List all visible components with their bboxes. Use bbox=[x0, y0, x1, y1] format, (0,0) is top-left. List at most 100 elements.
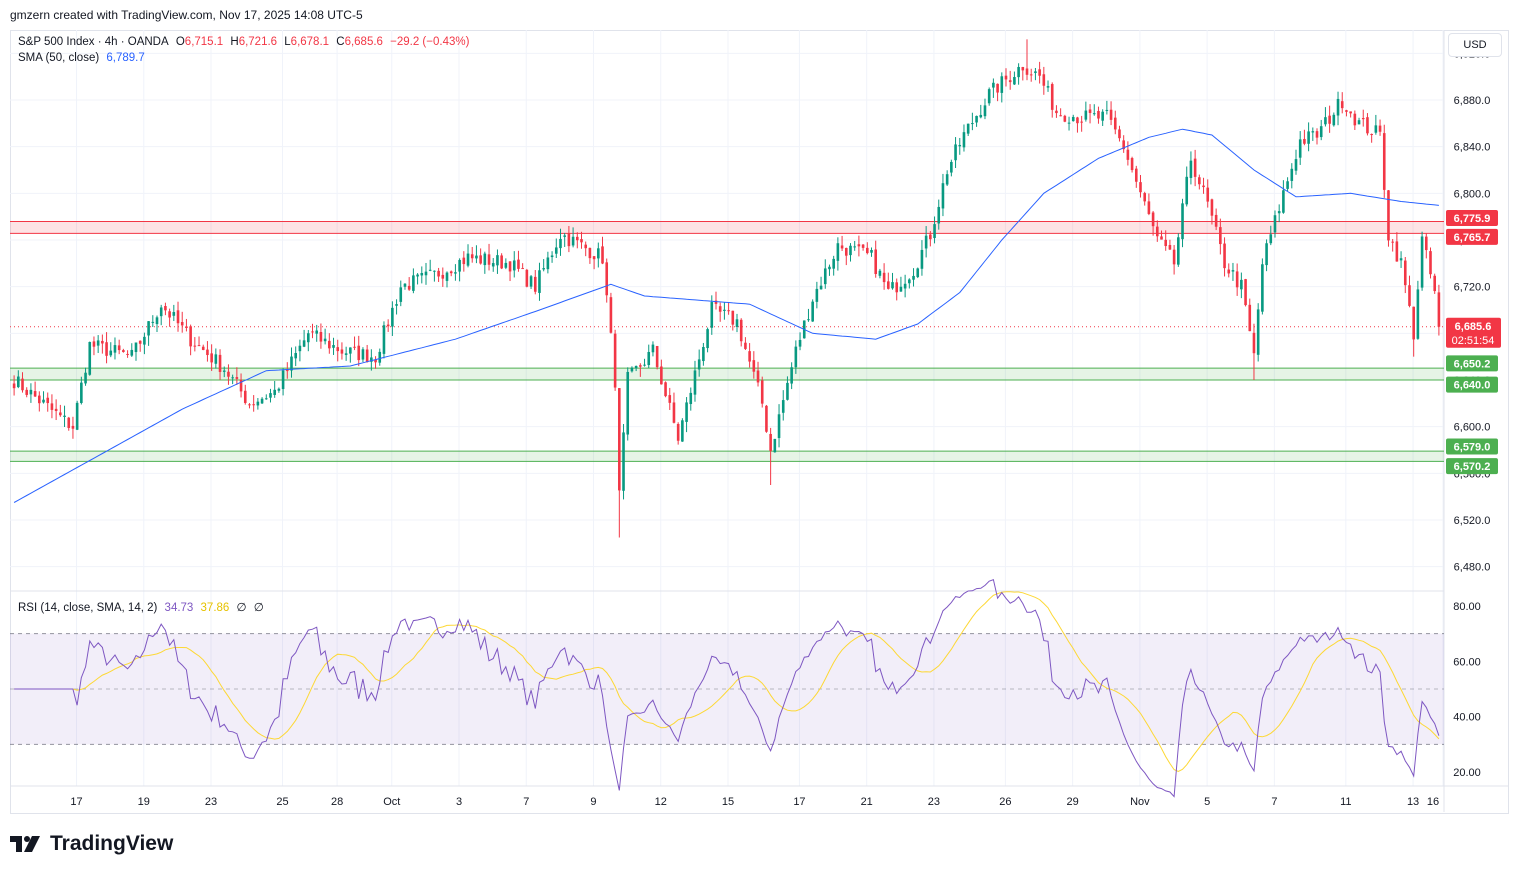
brand-name: TradingView bbox=[50, 832, 174, 855]
candle-body bbox=[958, 145, 962, 147]
candle-body bbox=[1214, 214, 1218, 227]
candle-body bbox=[239, 379, 243, 392]
candle-body bbox=[933, 224, 936, 239]
candle-body bbox=[538, 270, 541, 293]
time-tick-label: 25 bbox=[276, 796, 288, 808]
rsi-extra-2: ∅ bbox=[253, 602, 264, 614]
candle-body bbox=[454, 272, 457, 274]
candle-body bbox=[164, 306, 167, 311]
candle-body bbox=[580, 239, 583, 243]
candle-body bbox=[702, 347, 705, 362]
rsi-tick-label: 80.00 bbox=[1453, 601, 1481, 613]
candle-body bbox=[227, 371, 230, 377]
candle-body bbox=[294, 353, 298, 359]
candle-body bbox=[285, 370, 289, 372]
candle-body bbox=[180, 322, 184, 326]
candle-body bbox=[1118, 129, 1121, 139]
candle-body bbox=[1345, 110, 1348, 112]
candle-body bbox=[899, 286, 903, 292]
candle-body bbox=[475, 255, 478, 259]
candle-body bbox=[643, 364, 646, 366]
candle-body bbox=[1055, 110, 1058, 114]
candle-body bbox=[1290, 168, 1294, 181]
candle-body bbox=[1286, 181, 1289, 189]
candle-body bbox=[1202, 185, 1205, 188]
legend-close: 6,685.6 bbox=[344, 36, 383, 48]
candle-body bbox=[353, 346, 356, 348]
candle-body bbox=[554, 247, 558, 254]
time-tick-label: 11 bbox=[1340, 796, 1351, 808]
candle-body bbox=[1433, 275, 1436, 292]
candle-body bbox=[626, 371, 630, 435]
candle-body bbox=[1248, 304, 1252, 332]
candle-body bbox=[865, 247, 869, 254]
candle-body bbox=[979, 114, 983, 118]
candle-body bbox=[588, 247, 592, 259]
legend-open-label: O bbox=[175, 36, 185, 48]
candle-body bbox=[29, 389, 33, 395]
candle-body bbox=[945, 174, 949, 185]
price-tick-label: 6,480.0 bbox=[1454, 562, 1491, 574]
candle-body bbox=[491, 263, 495, 267]
candle-body bbox=[1282, 190, 1285, 213]
candle-body bbox=[96, 340, 100, 346]
candle-body bbox=[756, 370, 760, 383]
candle-body bbox=[328, 340, 331, 349]
candle-body bbox=[1139, 182, 1142, 193]
time-tick-label: 7 bbox=[523, 796, 529, 808]
candle-body bbox=[185, 326, 188, 328]
candle-body bbox=[1130, 158, 1134, 171]
candle-body bbox=[849, 245, 852, 256]
time-tick-label: Oct bbox=[383, 796, 400, 808]
candle-body bbox=[281, 370, 285, 390]
last-price-tag bbox=[1446, 317, 1501, 348]
candle-body bbox=[1311, 131, 1315, 133]
candle-body bbox=[1193, 158, 1197, 177]
sma-value: 6,789.7 bbox=[106, 52, 145, 64]
candle-body bbox=[575, 236, 579, 241]
candle-body bbox=[597, 248, 600, 259]
candle-body bbox=[1063, 115, 1067, 122]
time-tick-label: 17 bbox=[793, 796, 805, 808]
candle-body bbox=[1412, 306, 1415, 340]
last-price-label: 6,685.6 bbox=[1455, 321, 1492, 333]
support2-bottom-label-bg bbox=[1446, 458, 1498, 475]
candle-body bbox=[1101, 111, 1104, 121]
candle-body bbox=[567, 233, 571, 247]
candle-body bbox=[1399, 258, 1403, 261]
candle-body bbox=[786, 382, 789, 400]
candle-body bbox=[307, 333, 310, 343]
candle-body bbox=[983, 105, 987, 117]
candle-body bbox=[1307, 131, 1310, 144]
candle-body bbox=[449, 271, 453, 274]
candle-body bbox=[748, 351, 751, 362]
candle-body bbox=[1382, 133, 1386, 190]
candle-body bbox=[1109, 109, 1113, 120]
candle-body bbox=[269, 393, 272, 398]
candle-body bbox=[512, 260, 516, 271]
candle-body bbox=[533, 276, 537, 292]
candle-body bbox=[668, 395, 672, 403]
candle-body bbox=[176, 310, 180, 324]
rsi-tick-label: 20.00 bbox=[1453, 767, 1481, 779]
currency-button[interactable]: USD bbox=[1448, 33, 1502, 57]
time-tick-label: 15 bbox=[722, 796, 734, 808]
support1-bottom-label-bg bbox=[1446, 376, 1498, 393]
candle-body bbox=[655, 346, 659, 368]
candle-body bbox=[647, 351, 651, 366]
candle-body bbox=[496, 255, 499, 266]
candle-body bbox=[1080, 121, 1083, 123]
candle-body bbox=[1370, 134, 1373, 136]
legend-low: 6,678.1 bbox=[290, 36, 330, 48]
candle-body bbox=[403, 283, 407, 287]
candle-body bbox=[773, 438, 777, 453]
candle-body bbox=[101, 340, 104, 344]
candle-body bbox=[218, 354, 222, 372]
tradingview-logo[interactable]: TradingView bbox=[10, 832, 173, 856]
candle-body bbox=[1437, 292, 1441, 327]
candle-body bbox=[1416, 289, 1420, 339]
candle-body bbox=[1172, 249, 1176, 265]
candle-body bbox=[374, 359, 377, 363]
candle-body bbox=[811, 301, 814, 322]
